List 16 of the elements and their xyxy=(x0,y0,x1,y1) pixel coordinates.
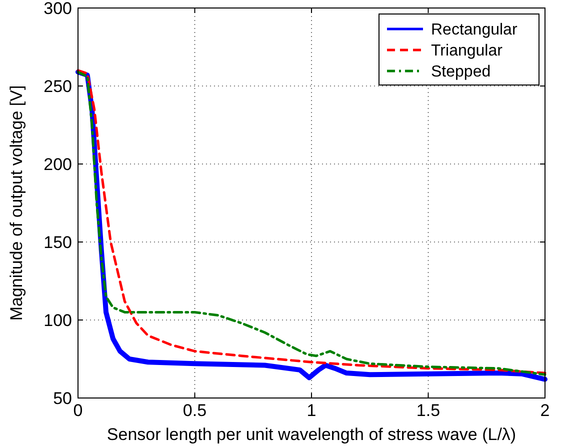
x-tick-label: 1.5 xyxy=(416,401,440,420)
y-tick-label: 100 xyxy=(44,310,72,330)
y-tick-label: 300 xyxy=(44,0,72,18)
y-tick-label: 150 xyxy=(44,232,72,252)
x-tick-label: 0.5 xyxy=(182,401,207,420)
legend-label: Stepped xyxy=(431,64,491,81)
legend-label: Rectangular xyxy=(431,22,518,39)
x-tick-label: 1 xyxy=(306,401,316,420)
legend-label: Triangular xyxy=(431,42,504,60)
x-tick-label: 2 xyxy=(540,401,550,420)
y-tick-label: 250 xyxy=(44,76,72,96)
x-axis-title: Sensor length per unit wavelength of stress wave (L/λ) xyxy=(106,425,516,444)
y-tick-label: 50 xyxy=(53,388,72,408)
x-tick-label: 0 xyxy=(73,401,83,420)
y-axis-title: Magnitude of output voltage [V] xyxy=(7,85,26,321)
y-tick-label: 200 xyxy=(44,154,72,174)
